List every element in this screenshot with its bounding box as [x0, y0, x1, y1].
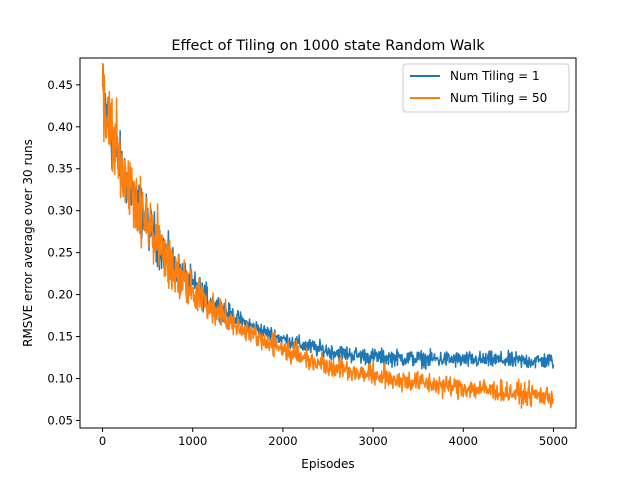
- plot-area: [79, 57, 577, 429]
- x-tick-label: 2000: [268, 434, 297, 448]
- y-tick-label: 0.35: [47, 162, 73, 176]
- x-tick-label: 3000: [358, 434, 387, 448]
- legend-label-1: Num Tiling = 1: [450, 69, 540, 83]
- series-layer: [101, 62, 555, 409]
- y-tick-label: 0.10: [47, 371, 73, 385]
- legend-label-2: Num Tiling = 50: [450, 91, 547, 105]
- plot-frame: [79, 57, 577, 429]
- y-tick-label: 0.45: [47, 78, 73, 92]
- x-tick-label: 5000: [539, 434, 568, 448]
- legend-box: [402, 63, 570, 113]
- y-tick-label: 0.05: [47, 413, 73, 427]
- y-axis-label: RMSVE error average over 30 runs: [21, 139, 35, 347]
- y-axis: 0.05 0.10 0.15 0.20 0.25 0.30 0.35 0.40 0.45: [47, 78, 80, 427]
- y-tick-label: 0.20: [47, 288, 73, 302]
- chart-title: Effect of Tiling on 1000 state Random Wa…: [171, 38, 485, 54]
- x-axis: 0 1000 2000 3000 4000 5000: [99, 428, 568, 448]
- x-tick-label: 4000: [449, 434, 478, 448]
- legend: Num Tiling = 1 Num Tiling = 50: [402, 63, 570, 113]
- x-axis-label: Episodes: [301, 457, 354, 471]
- x-tick-label: 0: [99, 434, 106, 448]
- y-tick-label: 0.30: [47, 204, 73, 218]
- y-tick-label: 0.15: [47, 330, 73, 344]
- series-line-2: [101, 62, 555, 409]
- y-tick-label: 0.25: [47, 246, 73, 260]
- y-tick-label: 0.40: [47, 120, 73, 134]
- x-tick-label: 1000: [178, 434, 207, 448]
